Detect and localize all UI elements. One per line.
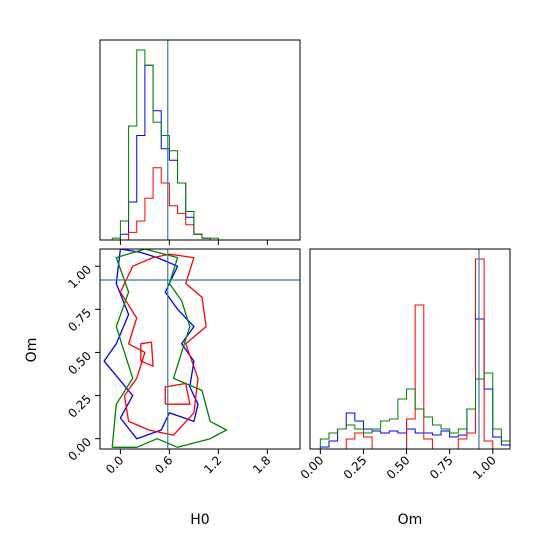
om-histogram-series-2 [320,258,510,450]
joint-contours [103,249,228,448]
h0-histogram-panel [99,39,301,245]
joint-y-tick-label: 0.75 [65,306,94,335]
h0-histogram-frame [99,39,301,241]
om-histogram-series-1 [319,318,511,449]
om-x-tick-label: 0.75 [427,453,456,482]
joint-x-axis-label: H0 [190,512,209,528]
joint-contour-panel: 0.0 0.6 1.2 1.8 0.00 0.25 0.50 0.75 1.00 H0 Om [24,248,301,528]
om-histogram-panel: 0.00 0.25 0.50 0.75 1.00 Om [298,248,511,528]
om-histogram-x-axis: 0.00 0.25 0.50 0.75 1.00 [298,449,499,482]
joint-y-tick-label: 0.25 [65,392,94,421]
contour-series-3-level-1 [111,249,228,448]
om-x-tick-label: 0.25 [341,453,370,482]
om-histogram-plot-area [319,249,511,450]
h0-histogram-plot-area [111,40,268,245]
joint-y-tick-label: 1.00 [65,262,94,291]
joint-y-axis: 0.00 0.25 0.50 0.75 1.00 [65,262,100,464]
om-x-tick-label: 1.00 [470,453,499,482]
joint-x-tick-label: 1.8 [250,453,273,476]
joint-y-tick-label: 0.00 [65,435,94,464]
contour-series-2-level-3 [164,382,191,405]
h0-histogram-series-2 [112,167,252,241]
joint-x-tick-label: 0.6 [152,453,175,476]
om-histogram-series-3 [319,372,511,449]
joint-y-axis-label: Om [24,338,40,363]
joint-contour-frame [99,248,301,450]
h0-histogram-series-3 [111,49,252,241]
joint-contour-plot-area [100,249,300,449]
om-histogram-frame [309,248,511,450]
contour-series-2-level-1 [119,253,207,436]
om-histogram-x-axis-label: Om [398,512,423,528]
joint-x-tick-label: 1.2 [201,453,224,476]
joint-x-axis: 0.0 0.6 1.2 1.8 [103,449,273,477]
joint-x-tick-label: 0.0 [103,453,126,476]
joint-y-tick-label: 0.50 [65,349,94,378]
om-x-tick-label: 0.00 [298,453,327,482]
om-x-tick-label: 0.50 [384,453,413,482]
contour-series-2-level-2 [140,341,154,367]
